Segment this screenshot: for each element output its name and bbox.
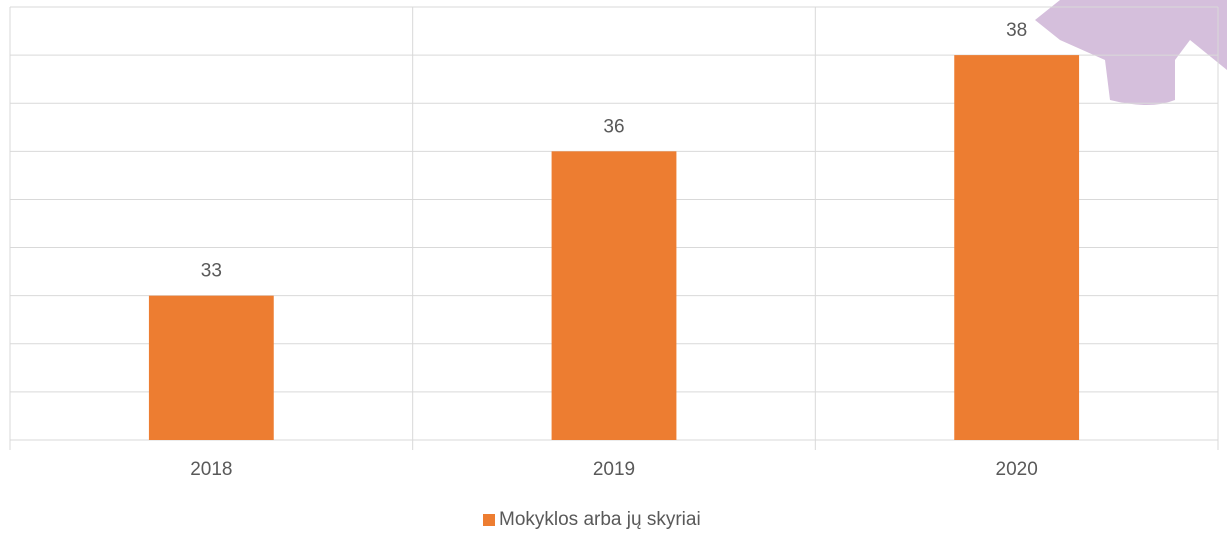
bar [149, 296, 274, 440]
data-label: 38 [1006, 20, 1027, 41]
data-label: 36 [603, 116, 624, 137]
legend-swatch [483, 514, 495, 526]
x-tick-label: 2020 [996, 459, 1038, 480]
x-tick-label: 2018 [190, 459, 232, 480]
chart: 2018 33 2019 36 2020 38 Mokyklos arba jų skyri… [0, 0, 1227, 533]
bar [954, 55, 1079, 440]
data-label: 33 [201, 261, 222, 282]
legend-label: Mokyklos arba jų skyriai [499, 509, 701, 530]
x-tick-label: 2019 [593, 459, 635, 480]
bar [552, 151, 677, 440]
